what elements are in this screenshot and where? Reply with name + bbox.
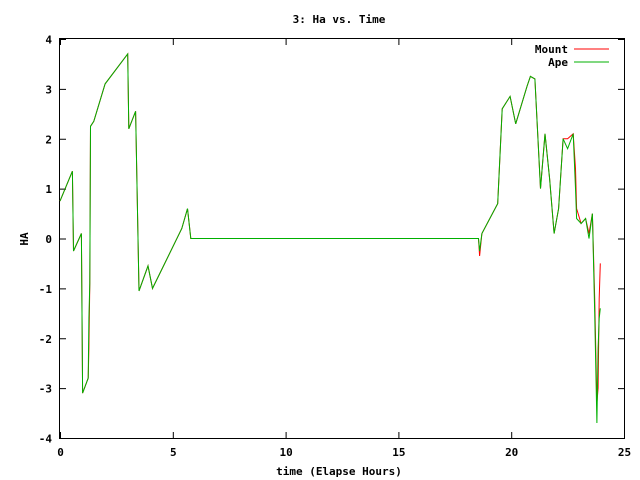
x-tick-label: 20 [505,446,518,459]
y-tick-label: -2 [39,333,52,346]
y-tick-label: 3 [45,83,52,96]
x-tick-label: 15 [392,446,405,459]
y-tick-label: -3 [39,383,52,396]
y-tick-label: 1 [45,183,52,196]
x-tick-label: 0 [57,446,64,459]
x-axis-label: time (Elapse Hours) [276,465,402,478]
x-tick-label: 25 [618,446,631,459]
x-axis: 0 5 10 15 20 25 [57,39,631,459]
y-axis-label: HA [18,232,31,246]
series-layer [59,52,601,424]
series-line-ape [59,52,601,424]
x-tick-label: 5 [170,446,177,459]
plot-frame [59,38,625,439]
y-axis: -4 -3 -2 -1 0 1 2 3 4 [39,34,624,446]
y-tick-label: -4 [39,433,53,446]
x-tick-label: 10 [279,446,292,459]
y-tick-label: -1 [39,283,53,296]
legend-label-mount: Mount [535,43,568,56]
series-line-mount [59,52,601,404]
y-tick-label: 2 [45,133,52,146]
y-tick-label: 0 [45,233,52,246]
y-tick-label: 4 [45,34,52,47]
chart-title: 3: Ha vs. Time [293,13,386,26]
legend-label-ape: Ape [548,56,568,69]
legend: Mount Ape [535,43,609,69]
